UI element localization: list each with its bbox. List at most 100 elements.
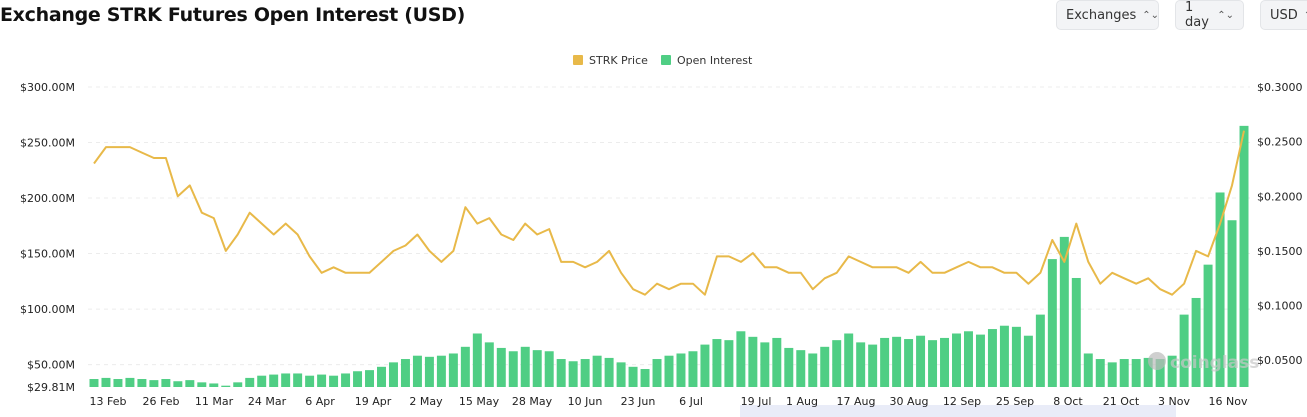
oi-bar [975,334,985,387]
legend-swatch-oi [661,55,671,65]
x-tick-label: 19 Jul [741,395,772,408]
x-tick-label: 13 Feb [90,395,127,408]
oi-bar [257,375,267,387]
oi-bar [221,385,231,387]
oi-bar [1143,357,1153,387]
legend-swatch-price [573,55,583,65]
oi-bar [987,329,997,387]
oi-bar [952,333,961,387]
oi-bar [293,373,303,387]
x-tick-label: 10 Jun [568,395,603,408]
oi-bar [269,374,279,387]
x-tick-label: 30 Aug [890,395,929,408]
oi-bar [448,353,458,387]
x-tick-label: 8 Oct [1053,395,1083,408]
page-title: Exchange STRK Futures Open Interest (USD… [0,4,465,26]
oi-bar [412,355,422,387]
y-right-tick-label: $0.0500 [1257,354,1303,367]
exchanges-select[interactable]: Exchanges ⌃⌄ [1056,0,1159,30]
oi-bar [101,377,111,387]
oi-bar [149,380,159,387]
oi-bar [808,353,818,387]
oi-bar [89,379,99,387]
x-tick-label: 12 Sep [943,395,981,408]
x-tick-label: 23 Jun [621,395,656,408]
y-right-tick-label: $0.1500 [1257,245,1303,258]
chevron-updown-icon: ⌃⌄ [1217,9,1234,21]
oi-bar [784,347,794,387]
oi-bar [185,380,195,387]
oi-bar [1131,359,1141,387]
oi-bar [1119,359,1129,387]
oi-bar [1083,353,1093,387]
oi-bar [424,356,434,387]
oi-bar [1011,326,1021,387]
oi-bar [592,355,602,387]
interval-select[interactable]: 1 day ⌃⌄ [1175,0,1244,30]
oi-bar [1191,297,1201,387]
oi-bar [1059,236,1069,387]
x-tick-label: 19 Apr [355,395,392,408]
oi-bar [365,370,375,387]
oi-bar [868,344,878,387]
oi-bar [1203,264,1213,387]
x-tick-label: 25 Sep [996,395,1034,408]
oi-bar [1035,314,1045,387]
oi-bar [1095,359,1105,387]
y-right-tick-label: $0.2000 [1257,190,1303,203]
oi-bar [1239,125,1249,387]
oi-bar [1107,362,1117,387]
interval-label: 1 day [1185,0,1209,30]
oi-bar [209,383,219,387]
legend-label-oi: Open Interest [677,54,753,67]
currency-select[interactable]: USD ⌃⌄ [1260,0,1307,30]
oi-bar [748,336,758,387]
oi-bar [317,374,327,387]
oi-bar [928,340,938,387]
oi-bar [604,357,614,387]
oi-bar [197,382,207,387]
x-tick-label: 21 Oct [1103,395,1140,408]
y-left-tick-label: $100.00M [20,303,75,316]
oi-bar [329,375,339,387]
oi-bar [999,325,1009,387]
y-right-tick-label: $0.1000 [1257,300,1303,313]
oi-bar [916,335,926,387]
oi-bar [341,373,351,387]
y-left-tick-label: $50.00M [27,359,75,372]
x-tick-label: 16 Nov [1209,395,1248,408]
oi-bar [736,331,746,387]
oi-bar [460,346,470,387]
oi-bar [688,351,698,387]
price-line [93,130,1245,296]
exchanges-label: Exchanges [1066,7,1137,23]
oi-bar [1179,314,1189,387]
oi-bar [820,346,830,387]
x-tick-label: 17 Aug [837,395,876,408]
oi-bar [712,339,722,387]
y-left-tick-label: $300.00M [20,81,75,94]
oi-bar [652,359,662,387]
oi-bar [700,344,710,387]
oi-bar [484,342,494,387]
oi-bar [377,366,386,387]
oi-bar [113,379,123,387]
oi-bar [856,342,866,387]
x-tick-label: 28 May [512,395,553,408]
oi-bar [520,346,530,387]
oi-bar [436,355,446,387]
oi-bar [305,375,315,387]
oi-bar [1155,359,1165,387]
oi-bar [904,339,914,387]
oi-bar [796,350,806,387]
y-left-tick-label: $250.00M [20,137,75,150]
oi-bar [472,333,482,387]
oi-bar [1023,335,1033,387]
y-left-tick-label: $200.00M [20,192,75,205]
oi-bar [125,377,135,387]
x-tick-label: 6 Jul [679,395,703,408]
watermark-logo: coinglass [1170,353,1259,373]
range-navigator [740,405,1176,417]
oi-bar [400,359,410,387]
oi-bar [568,361,578,387]
